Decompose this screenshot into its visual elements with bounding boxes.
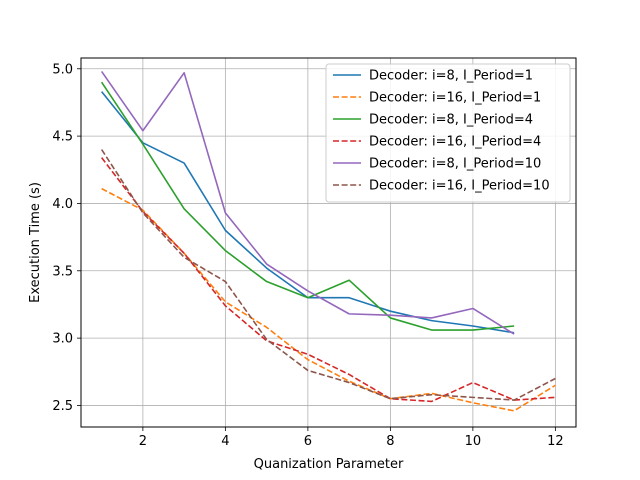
y-tick-label: 5.0: [52, 62, 73, 77]
series-line-4: [100, 157, 556, 403]
series-layer: [100, 71, 556, 412]
legend-label: Decoder: i=16, I_Period=4: [369, 135, 541, 150]
legend: Decoder: i=8, I_Period=1 Decoder: i=16, I…: [325, 63, 571, 203]
x-axis: 2 4 6 8 10 12: [139, 427, 564, 449]
legend-box: [325, 63, 571, 203]
y-tick-label: 4.0: [52, 197, 73, 212]
y-axis: 2.5 3.0 3.5 4.0 4.5 5.0: [52, 62, 81, 414]
series-line-3: [100, 81, 515, 331]
x-tick-label: 8: [386, 434, 394, 449]
series-line-5: [100, 71, 515, 335]
y-tick-label: 3.0: [52, 332, 73, 347]
y-tick-label: 2.5: [52, 399, 73, 414]
plot-frame: [80, 57, 577, 428]
legend-label: Decoder: i=8, I_Period=1: [369, 69, 533, 84]
x-tick-label: 4: [221, 434, 229, 449]
legend-label: Decoder: i=16, I_Period=10: [369, 179, 550, 194]
x-tick-label: 2: [139, 434, 147, 449]
x-tick-label: 6: [304, 434, 312, 449]
legend-label: Decoder: i=8, I_Period=10: [369, 157, 541, 172]
x-axis-label: Quanization Parameter: [254, 457, 404, 472]
x-tick-label: 10: [465, 434, 482, 449]
legend-label: Decoder: i=8, I_Period=4: [369, 113, 533, 128]
y-tick-label: 3.5: [52, 264, 73, 279]
legend-label: Decoder: i=16, I_Period=1: [369, 91, 541, 106]
y-tick-label: 4.5: [52, 130, 73, 145]
y-axis-label: Execution Time (s): [28, 182, 43, 303]
series-line-6: [100, 149, 556, 401]
x-tick-label: 12: [547, 434, 564, 449]
